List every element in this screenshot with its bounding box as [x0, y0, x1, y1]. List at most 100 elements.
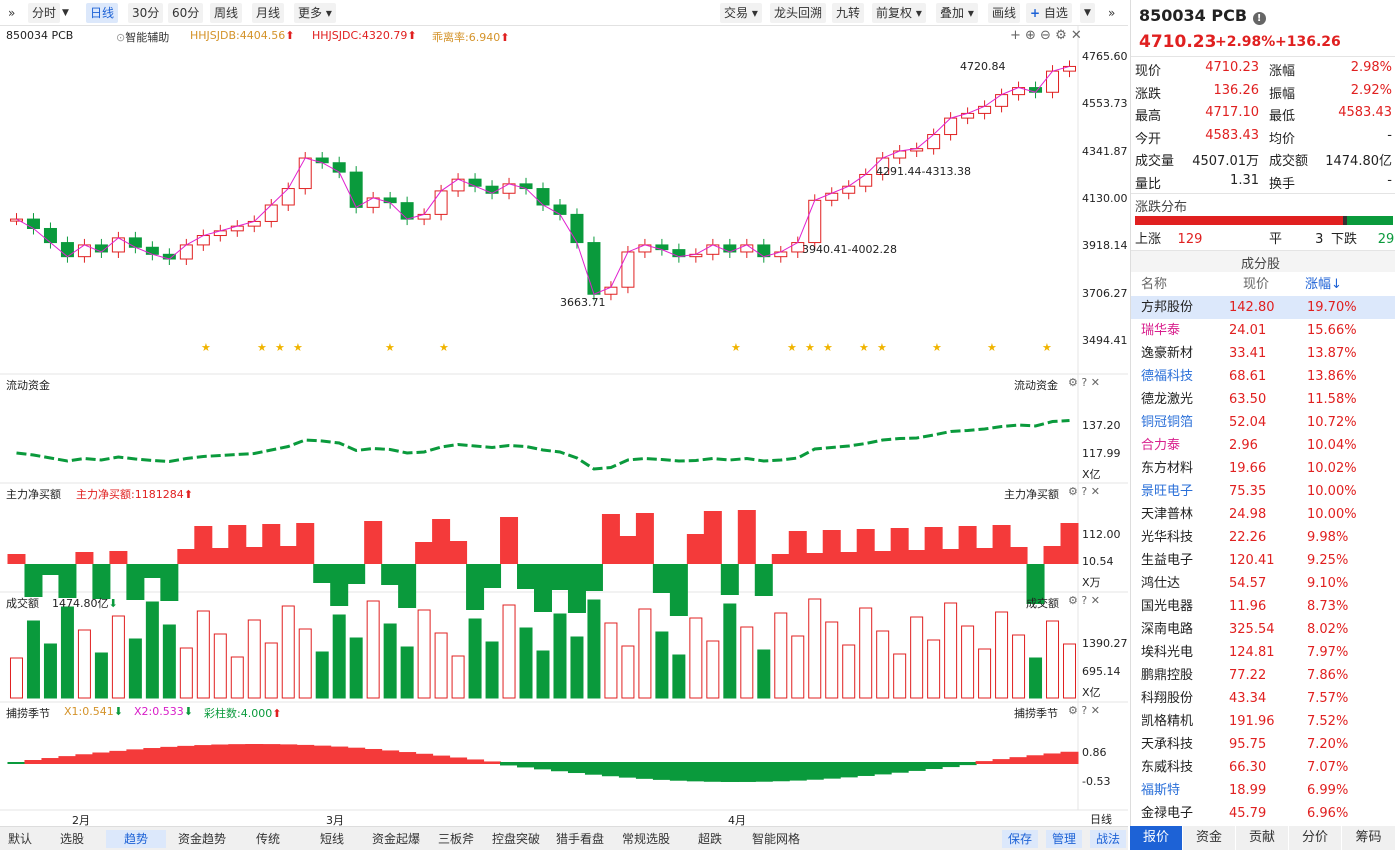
arrow-down-icon: ⬇ — [113, 705, 123, 718]
tab-trend[interactable]: 趋势 — [106, 830, 167, 848]
list-item[interactable]: 生益电子 120.41 9.25% — [1131, 549, 1395, 572]
expand-icon[interactable]: » — [1108, 6, 1116, 20]
tab-three-axes[interactable]: 三板斧 — [438, 832, 475, 846]
volume-bar — [43, 643, 57, 699]
nine-turn-button[interactable]: 九转 — [832, 3, 865, 23]
stock-change: 9.25% — [1307, 553, 1349, 568]
tab-default[interactable]: 默认 — [8, 832, 33, 846]
list-item[interactable]: 合力泰 2.96 10.04% — [1131, 434, 1395, 457]
season-bar — [975, 761, 994, 764]
save-button[interactable]: 保存 — [1002, 830, 1039, 848]
tab-quote[interactable]: 报价 — [1130, 826, 1182, 850]
tab-fund-trend[interactable]: 资金趋势 — [178, 832, 227, 846]
gear-icon[interactable]: ⚙ ? ✕ — [1068, 704, 1100, 717]
tab-monthly[interactable]: 月线 — [252, 3, 285, 23]
candle — [485, 185, 499, 194]
tab-more[interactable]: 更多 ▾ — [294, 3, 336, 23]
tab-weekly[interactable]: 周线 — [210, 3, 243, 23]
stock-name: 方邦股份 — [1141, 300, 1194, 315]
list-item[interactable]: 福斯特 18.99 6.99% — [1131, 779, 1395, 802]
col-price[interactable]: 现价 — [1243, 277, 1270, 292]
volume-bar — [689, 617, 703, 699]
list-item[interactable]: 东威科技 66.30 7.07% — [1131, 756, 1395, 779]
list-item[interactable]: 天津普林 24.98 10.00% — [1131, 503, 1395, 526]
list-item[interactable]: 东方材料 19.66 10.02% — [1131, 457, 1395, 480]
chevron-down-icon[interactable]: ▼ — [62, 8, 69, 18]
volume-bar — [485, 641, 499, 699]
net-buy-value: 主力净买额:1181284⬆ — [76, 488, 193, 501]
tab-contribution[interactable]: 贡献 — [1236, 826, 1288, 850]
tab-oversold[interactable]: 超跌 — [698, 832, 723, 846]
list-item[interactable]: 光华科技 22.26 9.98% — [1131, 526, 1395, 549]
tab-stock-pick[interactable]: 选股 — [60, 832, 85, 846]
season-bar — [584, 762, 603, 775]
tab-funds[interactable]: 资金 — [1183, 826, 1235, 850]
list-item[interactable]: 瑞华泰 24.01 15.66% — [1131, 319, 1395, 342]
volume-bar — [995, 611, 1009, 699]
strategy-button[interactable]: 战法 — [1090, 830, 1127, 848]
stock-name: 合力泰 — [1141, 438, 1181, 453]
list-item[interactable]: 景旺电子 75.35 10.00% — [1131, 480, 1395, 503]
tab-daily[interactable]: 日线 — [86, 3, 119, 23]
net-buy-bar — [534, 564, 552, 612]
gaolv-value: 乖离率:6.940⬆ — [432, 31, 510, 44]
list-item[interactable]: 德龙激光 63.50 11.58% — [1131, 388, 1395, 411]
tab-chips[interactable]: 筹码 — [1342, 826, 1395, 850]
leader-backtrack-button[interactable]: 龙头回溯 — [770, 3, 827, 23]
list-item[interactable]: 德福科技 68.61 13.86% — [1131, 365, 1395, 388]
list-item[interactable]: 鸿仕达 54.57 9.10% — [1131, 572, 1395, 595]
kline-chart[interactable]: ★ ★ ★ ★ ★ ★ ★ ★ ★ ★ ★ ★ ★ ★ ★ — [0, 26, 1128, 826]
list-item[interactable]: 金禄电子 45.79 6.96% — [1131, 802, 1395, 825]
current-price: 4710.23 — [1139, 32, 1217, 52]
list-item[interactable]: 凯格精机 191.96 7.52% — [1131, 710, 1395, 733]
list-item[interactable]: 铜冠铜箔 52.04 10.72% — [1131, 411, 1395, 434]
volume-bar — [842, 644, 856, 699]
col-name[interactable]: 名称 — [1141, 277, 1168, 292]
volume-bar — [94, 652, 108, 699]
chevron-down-icon[interactable]: ▼ — [1080, 3, 1095, 23]
tab-60min[interactable]: 60分 — [168, 3, 204, 23]
candle — [570, 213, 584, 244]
stock-name: 埃科光电 — [1141, 645, 1194, 660]
col-change-sorted[interactable]: 涨幅↓ — [1305, 277, 1342, 292]
list-item[interactable]: 方邦股份 142.80 19.70% — [1131, 296, 1395, 319]
gear-icon[interactable]: ⚙ ? ✕ — [1068, 594, 1100, 607]
collapse-icon[interactable]: » — [8, 6, 16, 20]
overlay-menu[interactable]: 叠加 ▾ — [936, 3, 978, 23]
tab-control-break[interactable]: 控盘突破 — [492, 832, 541, 846]
stock-price: 24.01 — [1229, 323, 1267, 338]
info-icon[interactable]: ! — [1252, 12, 1266, 25]
list-item[interactable]: 逸豪新材 33.41 13.87% — [1131, 342, 1395, 365]
list-item[interactable]: 埃科光电 124.81 7.97% — [1131, 641, 1395, 664]
list-item[interactable]: 科翔股份 43.34 7.57% — [1131, 687, 1395, 710]
tab-hunter[interactable]: 猎手看盘 — [556, 832, 605, 846]
net-buy-bar — [313, 564, 332, 583]
list-item[interactable]: 深南电路 325.54 8.02% — [1131, 618, 1395, 641]
add-watchlist-button[interactable]: + 自选 — [1026, 3, 1072, 23]
tab-price-distribution[interactable]: 分价 — [1289, 826, 1341, 850]
volume-bar — [604, 622, 618, 699]
stock-price: 24.98 — [1229, 507, 1267, 522]
panel-controls[interactable]: + ⊕ ⊖ ⚙ ✕ — [1010, 28, 1082, 43]
list-item[interactable]: 国光电器 11.96 8.73% — [1131, 595, 1395, 618]
list-item[interactable]: 天承科技 95.75 7.20% — [1131, 733, 1395, 756]
tab-traditional[interactable]: 传统 — [256, 832, 281, 846]
quote-title: 850034 PCB ! — [1139, 6, 1266, 25]
manage-button[interactable]: 管理 — [1046, 830, 1083, 848]
net-buy-bar — [160, 564, 179, 601]
tab-smart-grid[interactable]: 智能网格 — [752, 832, 801, 846]
trade-menu[interactable]: 交易 ▾ — [720, 3, 762, 23]
candle — [26, 218, 40, 229]
tab-30min[interactable]: 30分 — [128, 3, 164, 23]
draw-button[interactable]: 画线 — [988, 3, 1021, 23]
tab-short-term[interactable]: 短线 — [320, 832, 345, 846]
tab-fund-burst[interactable]: 资金起爆 — [372, 832, 421, 846]
candle — [128, 237, 142, 248]
smart-assist-toggle[interactable]: ⊙智能辅助 — [116, 31, 170, 44]
tab-timeshare[interactable]: 分时 — [28, 3, 61, 23]
gear-icon[interactable]: ⚙ ? ✕ — [1068, 376, 1100, 389]
tab-regular-pick[interactable]: 常规选股 — [622, 832, 671, 846]
list-item[interactable]: 鹏鼎控股 77.22 7.86% — [1131, 664, 1395, 687]
gear-icon[interactable]: ⚙ ? ✕ — [1068, 485, 1100, 498]
adjust-menu[interactable]: 前复权 ▾ — [872, 3, 926, 23]
